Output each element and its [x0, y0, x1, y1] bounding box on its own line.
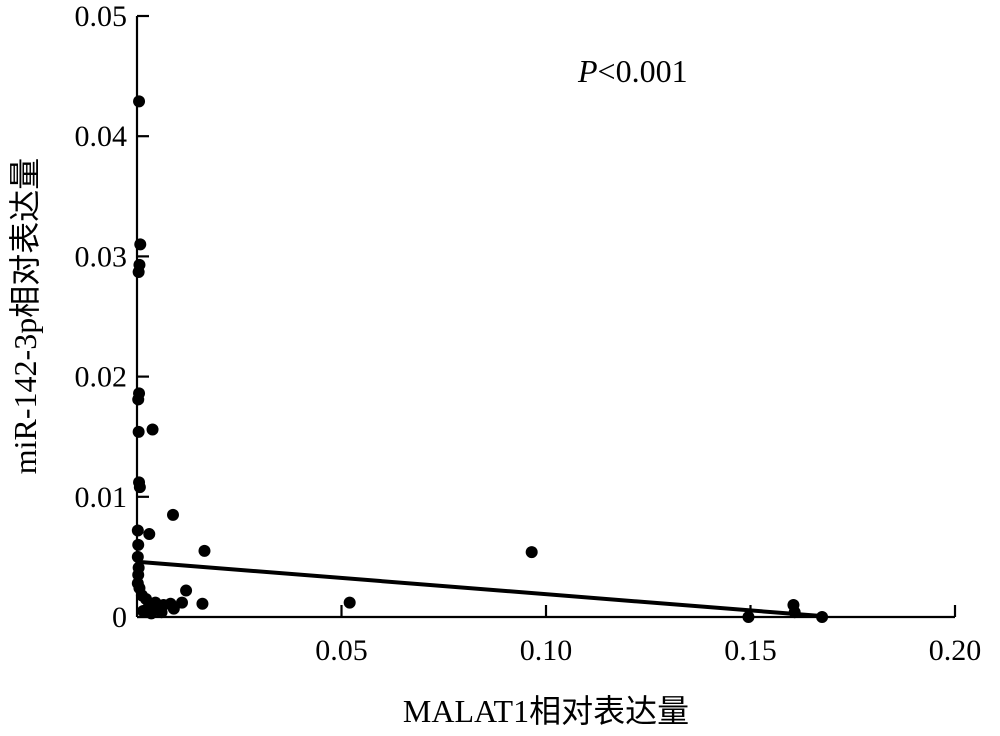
data-point: [145, 607, 158, 620]
data-point: [133, 95, 146, 108]
data-point: [175, 596, 188, 609]
p-value-annotation: P<0.001: [577, 53, 688, 89]
y-tick-label: 0.01: [75, 481, 128, 514]
data-point: [132, 538, 145, 551]
y-tick-label: 0.03: [75, 240, 128, 273]
x-tick-label: 0.15: [724, 634, 777, 667]
data-point: [131, 550, 144, 563]
data-point: [816, 611, 829, 623]
data-point: [132, 425, 145, 438]
data-point: [143, 528, 156, 541]
x-tick-label: 0.05: [315, 634, 368, 667]
data-point: [155, 606, 168, 619]
y-axis-title: miR-142-3p相对表达量: [7, 158, 43, 474]
data-point: [198, 544, 211, 557]
y-tick-label: 0.02: [75, 361, 128, 394]
data-point: [131, 524, 144, 537]
x-axis-title: MALAT1相对表达量: [403, 693, 689, 729]
x-axis-ticks: 0.05 0.10 0.15 0.20: [315, 605, 981, 667]
y-tick-label: 0.04: [75, 120, 128, 153]
plot-area: 0 0.01 0.02 0.03 0.04 0.05 0.05 0.10 0.15 0.20: [75, 0, 982, 667]
regression-line: [136, 559, 819, 618]
data-point: [196, 597, 209, 610]
data-point: [742, 611, 755, 623]
data-point: [146, 423, 159, 436]
data-point: [525, 546, 538, 559]
data-point: [132, 568, 145, 581]
data-point: [132, 393, 145, 406]
y-tick-label: 0: [112, 601, 127, 634]
data-point: [133, 481, 146, 494]
x-tick-label: 0.10: [520, 634, 573, 667]
data-point: [166, 508, 179, 521]
data-point: [343, 596, 356, 609]
y-tick-label: 0.05: [75, 0, 128, 33]
data-point: [788, 606, 801, 619]
data-point: [134, 238, 147, 251]
x-tick-label: 0.20: [929, 634, 982, 667]
data-point: [180, 584, 193, 597]
y-axis-ticks: 0 0.01 0.02 0.03 0.04 0.05: [75, 0, 149, 634]
data-point: [132, 266, 145, 279]
data-points: [131, 95, 829, 623]
